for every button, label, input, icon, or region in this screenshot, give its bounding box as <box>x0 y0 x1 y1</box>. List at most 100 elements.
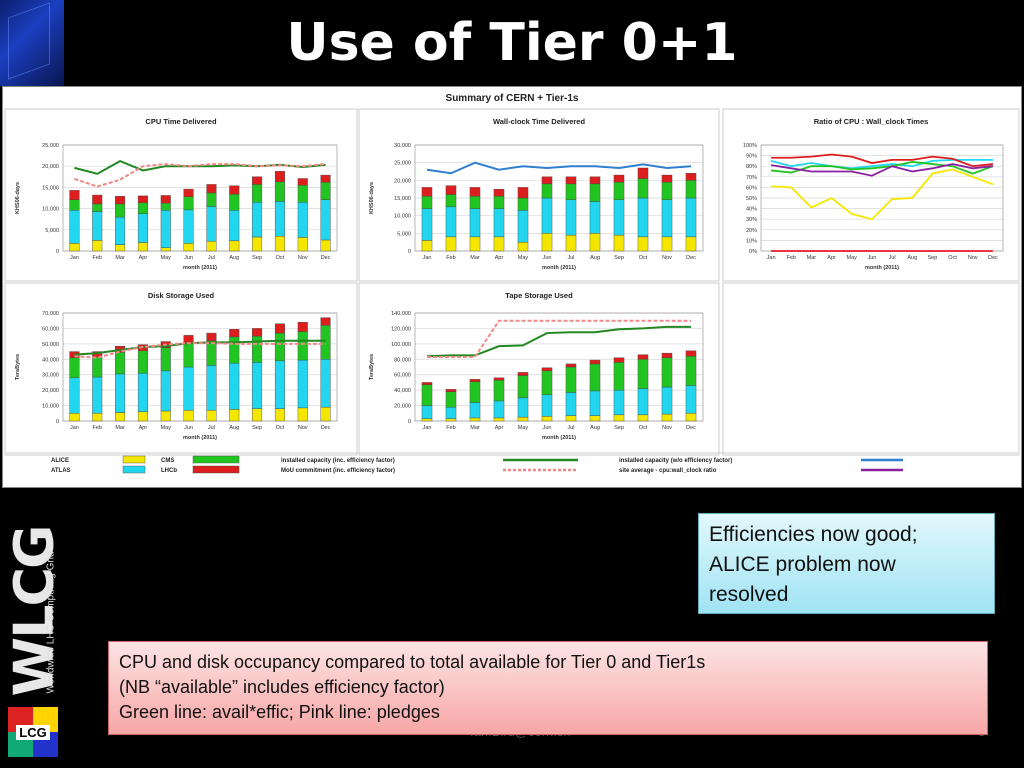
title-decoration <box>0 0 64 86</box>
lcg-logo-text: LCG <box>8 725 58 740</box>
x-axis-label: month (2011) <box>183 435 217 441</box>
y-tick-label: 20,000 <box>394 178 411 184</box>
y-tick-label: 5,000 <box>397 231 411 237</box>
y-tick-label: 100,000 <box>391 342 411 348</box>
legend-color-swatch <box>192 455 240 464</box>
x-tick-label: Feb <box>446 255 455 261</box>
bar-segment <box>252 202 263 238</box>
bar-segment <box>613 234 625 252</box>
legend-label: ATLAS <box>51 468 71 474</box>
bar-segment <box>297 359 308 409</box>
bar-segment <box>661 199 673 238</box>
bar-segment <box>517 397 529 418</box>
bar-segment <box>469 236 481 252</box>
bar-segment <box>685 356 697 386</box>
chart-cell-frame <box>358 282 720 456</box>
bar-segment <box>297 237 308 252</box>
x-tick-label: Feb <box>446 425 455 431</box>
bar-segment <box>517 197 529 211</box>
bar-segment <box>421 382 433 385</box>
caption-box: CPU and disk occupancy compared to total… <box>108 641 988 735</box>
bar-segment <box>160 370 171 412</box>
bar-segment <box>137 411 148 422</box>
bar-segment <box>637 388 649 416</box>
y-tick-label: 90% <box>746 154 757 160</box>
bar-segment <box>517 187 529 199</box>
series-line <box>770 161 994 175</box>
x-tick-label: May <box>847 255 858 261</box>
bar-segment <box>229 409 240 422</box>
bar-segment <box>252 335 263 363</box>
x-tick-label: Jul <box>567 425 574 431</box>
bar-segment <box>445 194 457 208</box>
legend-label: CMS <box>161 458 174 464</box>
x-tick-label: Dec <box>988 255 998 261</box>
bar-segment <box>589 183 601 202</box>
y-tick-label: 0 <box>408 419 411 425</box>
bar-segment <box>589 201 601 234</box>
y-tick-label: 25,000 <box>394 161 411 167</box>
chart-cell-frame <box>722 108 1020 282</box>
bar-segment <box>92 194 103 205</box>
bar-segment <box>92 376 103 414</box>
y-tick-label: 10,000 <box>42 207 59 213</box>
y-tick-label: 40,000 <box>42 357 59 363</box>
y-tick-label: 80,000 <box>394 357 411 363</box>
y-tick-label: 0% <box>749 249 757 255</box>
bar-segment <box>206 241 217 252</box>
bar-segment <box>320 325 331 360</box>
y-tick-label: 60,000 <box>42 326 59 332</box>
bar-segment <box>469 402 481 419</box>
series-line <box>74 342 326 359</box>
bar-segment <box>517 375 529 399</box>
bar-segment <box>274 323 285 334</box>
chart-cell-frame <box>4 282 358 456</box>
bar-segment <box>421 405 433 419</box>
bar-segment <box>252 408 263 422</box>
bar-segment <box>320 182 331 200</box>
bar-segment <box>274 171 285 183</box>
bar-segment <box>517 241 529 252</box>
x-tick-label: Jun <box>184 425 193 431</box>
x-axis-label: month (2011) <box>183 265 217 271</box>
bar-segment <box>160 202 171 211</box>
bar-segment <box>206 340 217 366</box>
bar-segment <box>183 196 194 211</box>
x-tick-label: May <box>161 425 172 431</box>
bar-segment <box>421 384 433 406</box>
chart-title: Tape Storage Used <box>505 291 573 300</box>
bar-segment <box>160 195 171 204</box>
caption-line: CPU and disk occupancy compared to total… <box>119 652 706 672</box>
bar-segment <box>137 242 148 252</box>
bar-segment <box>637 414 649 422</box>
y-tick-label: 40,000 <box>394 388 411 394</box>
y-tick-label: 30,000 <box>42 373 59 379</box>
bar-segment <box>183 243 194 252</box>
bar-segment <box>589 390 601 416</box>
bar-segment <box>661 236 673 252</box>
bar-segment <box>661 174 673 183</box>
x-tick-label: Jul <box>567 255 574 261</box>
bar-segment <box>565 415 577 422</box>
chart-cell-frame <box>722 282 1020 456</box>
legend-color-swatch <box>192 465 240 474</box>
x-tick-label: Jun <box>184 255 193 261</box>
bar-segment <box>274 408 285 422</box>
bar-segment <box>541 367 553 372</box>
slide-title: Use of Tier 0+1 <box>286 13 738 73</box>
bar-segment <box>69 190 80 200</box>
y-tick-label: 50% <box>746 196 757 202</box>
bar-segment <box>685 413 697 422</box>
bar-segment <box>115 203 126 218</box>
x-tick-label: Mar <box>470 425 480 431</box>
x-tick-label: Jan <box>423 425 432 431</box>
series-line <box>770 163 994 177</box>
x-tick-label: Aug <box>229 255 239 261</box>
bar-segment <box>115 352 126 375</box>
y-tick-label: 80% <box>746 164 757 170</box>
x-tick-label: Feb <box>93 425 102 431</box>
bar-segment <box>565 176 577 185</box>
bar-segment <box>69 243 80 252</box>
bar-segment <box>469 196 481 209</box>
bar-segment <box>493 208 505 238</box>
